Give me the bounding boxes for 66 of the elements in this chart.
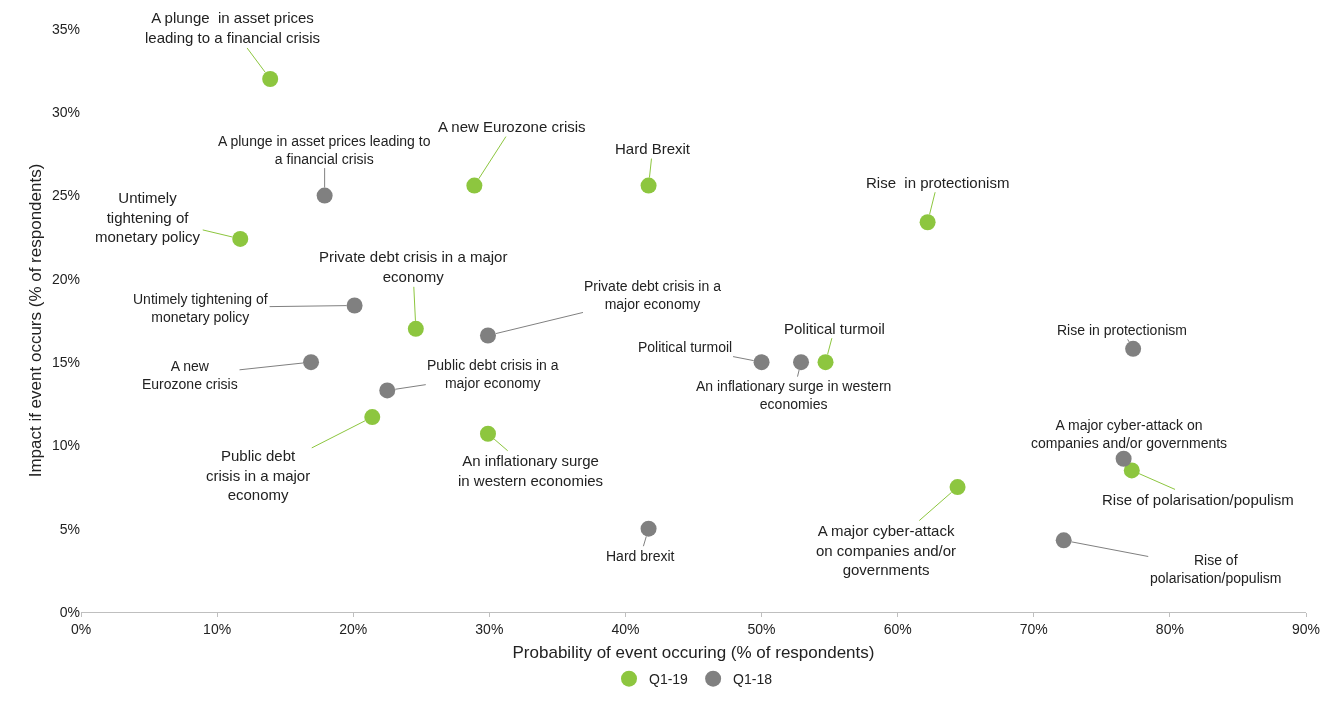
point <box>1115 450 1132 467</box>
point <box>1123 462 1140 479</box>
annotation: An inflationary surge in western economies <box>696 378 892 413</box>
annotation: A major cyber-attack on companies and/or governments <box>1031 417 1228 452</box>
annotation: A plunge in asset prices leading to a financial crisis <box>145 9 321 46</box>
y-tick-label: 25% <box>51 187 80 204</box>
x-tick-label: 10% <box>203 620 232 637</box>
point <box>407 320 424 337</box>
y-tick-label: 15% <box>51 354 80 371</box>
point <box>640 177 657 194</box>
legend-label: Q1-18 <box>733 671 773 688</box>
annotation: Private debt crisis in a major economy <box>584 278 722 313</box>
point <box>262 70 279 87</box>
annotation: Hard Brexit <box>615 140 691 157</box>
annotation: A new Eurozone crisis <box>142 358 238 393</box>
point <box>817 354 834 371</box>
point <box>466 177 483 194</box>
point <box>793 354 810 371</box>
point <box>364 409 381 426</box>
x-tick-label: 60% <box>883 620 912 637</box>
point <box>919 214 936 231</box>
annotation: Public debt crisis in a major economy <box>206 447 311 503</box>
y-tick-label: 35% <box>51 20 80 37</box>
y-tick-label: 10% <box>51 437 80 454</box>
annotation: A new Eurozone crisis <box>438 118 586 135</box>
point <box>949 479 966 496</box>
x-axis-title: Probability of event occuring (% of respondents) <box>512 643 875 663</box>
annotation: Political turmoil <box>784 320 885 337</box>
x-tick-label: 20% <box>339 620 368 637</box>
point <box>479 327 496 344</box>
annotation: Untimely tightening of monetary policy <box>95 189 201 245</box>
point <box>753 354 770 371</box>
x-tick-label: 80% <box>1155 620 1184 637</box>
annotation: Private debt crisis in a major economy <box>319 248 508 285</box>
point <box>479 425 496 442</box>
y-tick-label: 5% <box>59 520 80 537</box>
x-tick-label: 40% <box>611 620 640 637</box>
y-tick-label: 20% <box>51 270 80 287</box>
x-tick-label: 70% <box>1019 620 1048 637</box>
annotation: An inflationary surge in western economies <box>458 452 604 489</box>
y-tick-label: 0% <box>59 603 80 620</box>
annotation: Untimely tightening of monetary policy <box>133 291 268 326</box>
annotation: A plunge in asset prices leading to a financial crisis <box>218 133 431 168</box>
annotation: Rise of polarisation/populism <box>1102 491 1294 508</box>
legend-label: Q1-19 <box>649 671 689 688</box>
annotation: A major cyber-attack on companies and/or governments <box>816 522 957 578</box>
point <box>640 520 657 537</box>
x-tick-label: 50% <box>747 620 776 637</box>
point <box>303 354 320 371</box>
point <box>316 187 333 204</box>
x-tick-label: 90% <box>1291 620 1321 637</box>
point <box>1055 532 1072 549</box>
y-axis-title: Impact if event occurs (% of respondents) <box>25 163 45 478</box>
x-tick-label: 0% <box>70 620 92 637</box>
annotation: Rise of polarisation/populism <box>1150 552 1282 587</box>
y-tick-label: 30% <box>51 104 80 121</box>
point <box>379 382 396 399</box>
point <box>232 230 249 247</box>
annotation: Rise in protectionism <box>1057 322 1187 338</box>
x-tick-label: 30% <box>475 620 504 637</box>
annotation: Rise in protectionism <box>866 174 1010 191</box>
point <box>1125 340 1142 357</box>
annotation: Political turmoil <box>638 339 733 355</box>
annotation: Public debt crisis in a major economy <box>427 357 559 392</box>
point <box>346 297 363 314</box>
annotation: Hard brexit <box>606 548 675 564</box>
